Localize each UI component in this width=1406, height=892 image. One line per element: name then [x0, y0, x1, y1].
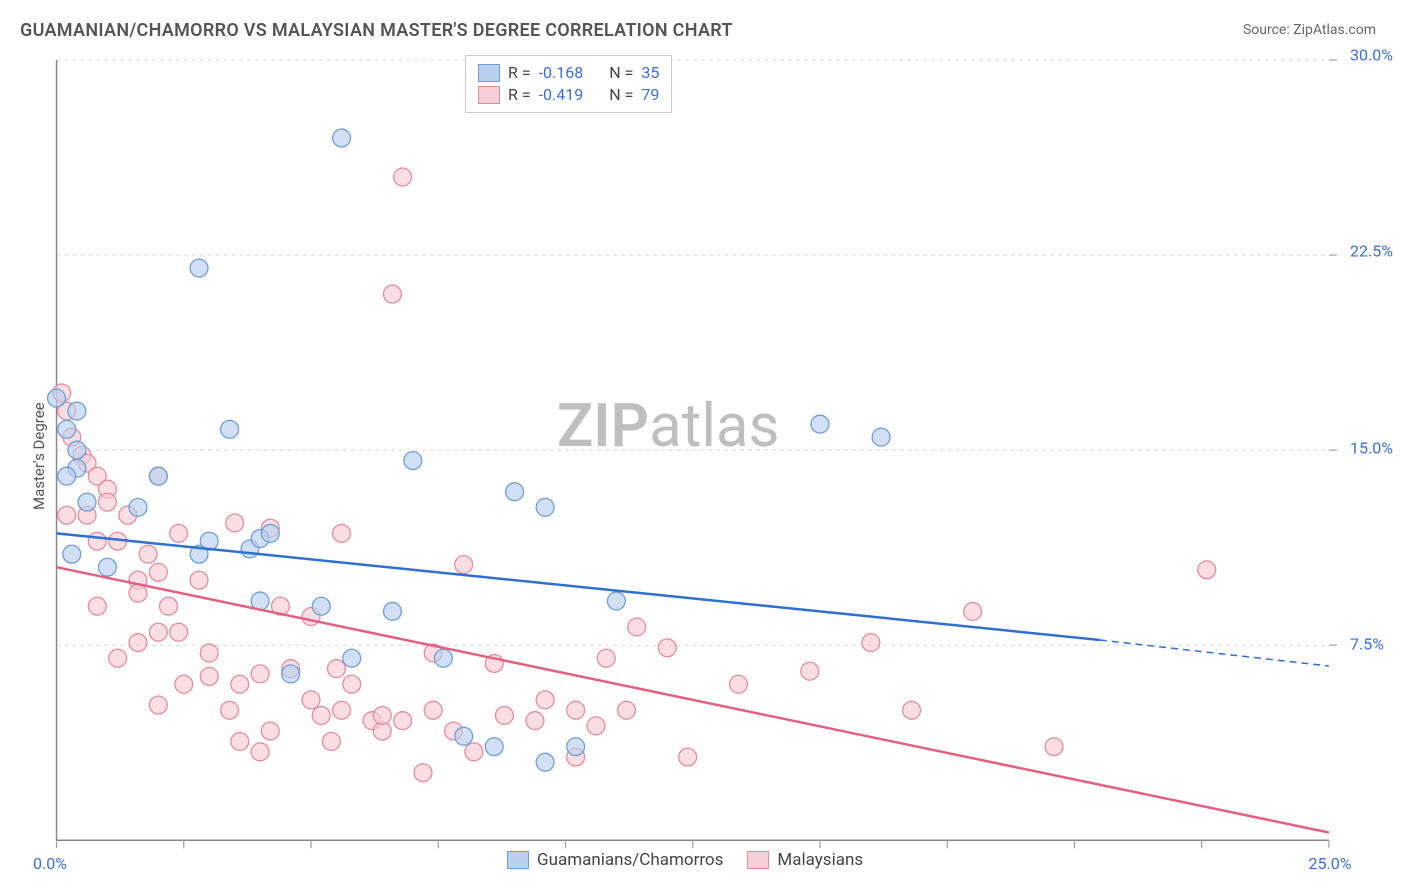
legend-swatch — [478, 64, 500, 82]
legend-series: Guamanians/Chamorros Malaysians — [507, 850, 863, 870]
chart-container: GUAMANIAN/CHAMORRO VS MALAYSIAN MASTER'S… — [0, 0, 1406, 892]
legend-series-item: Guamanians/Chamorros — [507, 850, 723, 870]
chart-title: GUAMANIAN/CHAMORRO VS MALAYSIAN MASTER'S… — [20, 20, 733, 41]
legend-r-label: R = — [508, 84, 531, 106]
legend-swatch — [478, 86, 500, 104]
legend-stats-box: R = -0.168 N = 35 R = -0.419 N = 79 — [465, 55, 672, 113]
legend-swatch — [507, 851, 529, 869]
legend-stat-row: R = -0.168 N = 35 — [478, 62, 659, 84]
xtick-label: 0.0% — [33, 854, 67, 873]
source-label: Source: — [1243, 22, 1290, 38]
source-attribution: Source: ZipAtlas.com — [1243, 22, 1376, 38]
ytick-label: 22.5% — [1350, 242, 1393, 261]
legend-n-value: 79 — [641, 84, 659, 106]
ytick-label: 7.5% — [1350, 634, 1384, 653]
legend-swatch — [747, 851, 769, 869]
legend-r-value: -0.419 — [539, 84, 584, 106]
source-name: ZipAtlas.com — [1293, 22, 1376, 38]
legend-r-value: -0.168 — [539, 62, 584, 84]
plot-svg — [50, 55, 1406, 890]
legend-series-label: Guamanians/Chamorros — [537, 850, 723, 870]
legend-n-label: N = — [609, 84, 633, 106]
legend-stat-row: R = -0.419 N = 79 — [478, 84, 659, 106]
ytick-label: 15.0% — [1350, 438, 1393, 457]
xtick-label: 25.0% — [1309, 854, 1352, 873]
legend-n-value: 35 — [641, 62, 659, 84]
legend-series-item: Malaysians — [747, 850, 863, 870]
chart-plot — [50, 55, 1330, 840]
legend-r-label: R = — [508, 62, 531, 84]
legend-series-label: Malaysians — [777, 850, 863, 870]
y-axis-label: Master's Degree — [30, 402, 48, 510]
legend-n-label: N = — [609, 62, 633, 84]
ytick-label: 30.0% — [1350, 46, 1393, 65]
